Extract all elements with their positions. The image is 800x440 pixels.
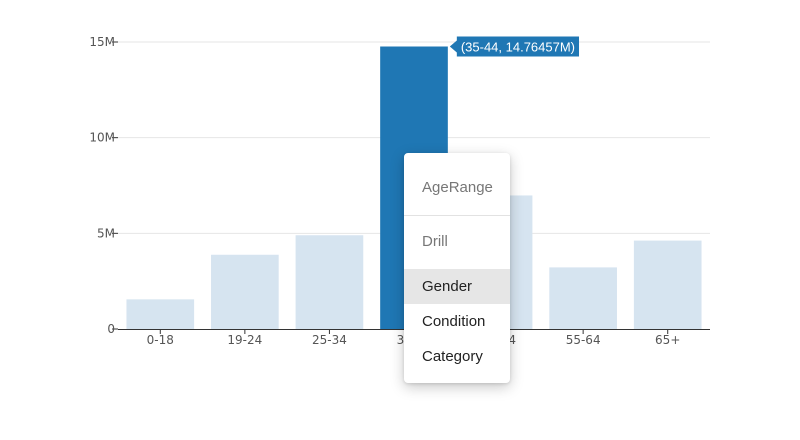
menu-section-drill: Drill: [422, 233, 448, 250]
y-tick-label: 10M: [89, 131, 115, 145]
y-tick-label: 15M: [89, 35, 115, 49]
y-tick-label: 0: [107, 322, 115, 336]
x-tick-label: 55-64: [566, 333, 601, 347]
bar-25-34[interactable]: [295, 235, 364, 329]
y-tick-label: 5M: [97, 226, 115, 240]
x-tick-label: 0-18: [147, 333, 174, 347]
tooltip-text: (35-44, 14.76457M): [461, 40, 575, 55]
menu-item-category[interactable]: Category: [422, 348, 483, 365]
context-menu: AgeRange Drill Gender Condition Category: [404, 153, 510, 383]
tooltip: (35-44, 14.76457M): [449, 36, 580, 57]
menu-item-gender[interactable]: Gender: [404, 269, 510, 304]
x-tick-label: 25-34: [312, 333, 347, 347]
y-axis: 0 5M 10M 15M: [89, 35, 118, 336]
x-tick-label: 65+: [655, 333, 680, 347]
bar-19-24[interactable]: [211, 254, 279, 329]
menu-header-agerange: AgeRange: [422, 179, 493, 196]
tooltip-background: [449, 36, 580, 57]
x-tick-label: 19-24: [227, 333, 262, 347]
bar-65+[interactable]: [633, 240, 702, 329]
bar-0-18[interactable]: [126, 299, 195, 329]
menu-divider: [404, 215, 510, 216]
menu-item-condition[interactable]: Condition: [422, 313, 486, 330]
bar-55-64[interactable]: [549, 267, 617, 329]
